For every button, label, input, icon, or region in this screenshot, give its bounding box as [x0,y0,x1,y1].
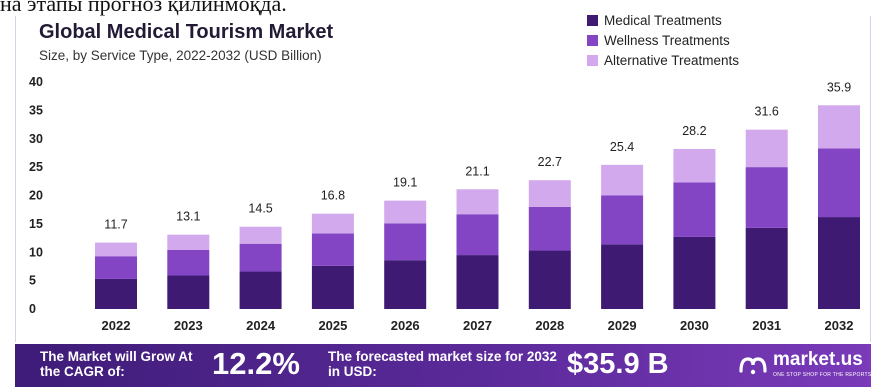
bar-segment-wellness [601,195,644,245]
bar-segment-medical [673,236,716,309]
bar-total-label: 31.6 [755,105,779,119]
market-us-logo-icon [739,357,767,375]
chart-card [15,16,871,342]
bar-total-label: 19.1 [393,176,417,190]
x-tick-label: 2030 [680,318,709,333]
bar-segment-medical [528,250,571,309]
bar-segment-medical [95,278,137,309]
bar-segment-alternative [673,148,716,183]
x-tick-label: 2029 [608,318,637,333]
y-tick-label: 15 [29,217,43,231]
bar-segment-wellness [167,249,210,276]
bar-segment-wellness [456,214,499,256]
y-tick-label: 35 [29,103,43,117]
legend-label-alternative-treatments: Alternative Treatments [604,53,740,68]
banner-cagr-value: 12.2% [212,346,300,381]
bar-segment-wellness [311,233,354,266]
bar-segment-wellness [95,256,137,279]
bar-segment-alternative [601,164,644,196]
x-tick-label: 2025 [318,318,347,333]
bar-segment-medical [384,260,427,309]
x-tick-label: 2031 [752,318,781,333]
y-tick-label: 40 [29,75,43,89]
bar-total-label: 25.4 [610,140,634,154]
bar-total-label: 11.7 [104,218,127,232]
legend-swatch-wellness-treatments [587,35,598,46]
cropped-document-text: на этапы прогноз қилинмоқда. [0,0,287,16]
cagr-banner: The Market will Grow At the CAGR of: 12.… [15,344,871,387]
bar-segment-alternative [239,226,282,244]
bar-segment-medical [601,244,644,309]
chart-subtitle: Size, by Service Type, 2022-2032 (USD Bi… [39,48,322,63]
bar-segment-alternative [818,105,860,149]
chart-plot-area: 051015202530354011.7202213.1202314.52024… [29,75,860,333]
bar-segment-alternative [456,189,499,215]
bar-total-label: 16.8 [321,189,345,203]
bar-total-label: 13.1 [176,210,200,224]
bar-segment-wellness [745,167,788,228]
bar-segment-wellness [818,148,860,218]
banner-brand-tagline: ONE STOP SHOP FOR THE REPORTS [773,372,872,378]
x-tick-label: 2024 [246,318,276,333]
x-tick-label: 2023 [174,318,203,333]
bar-segment-medical [311,265,354,309]
bar-segment-medical [456,255,499,309]
y-tick-label: 0 [29,302,36,316]
legend-swatch-medical-treatments [587,15,598,26]
bar-segment-alternative [384,200,427,224]
bar-segment-alternative [745,129,788,168]
bar-total-label: 22.7 [538,155,562,169]
banner-brand-name: market.us [773,349,863,370]
bar-segment-alternative [167,234,210,250]
bar-total-label: 14.5 [248,202,272,216]
x-tick-label: 2032 [825,318,854,333]
legend-label-medical-treatments: Medical Treatments [604,13,722,28]
bar-segment-medical [239,271,282,309]
y-tick-label: 25 [29,160,43,174]
bar-segment-wellness [528,206,571,251]
banner-forecast-caption: The forecasted market size for 2032 in U… [328,349,557,379]
bar-segment-wellness [384,223,427,261]
y-tick-label: 10 [29,245,43,259]
x-tick-label: 2028 [535,318,564,333]
x-tick-label: 2022 [102,318,131,333]
bar-segment-alternative [528,180,571,207]
bar-total-label: 28.2 [682,124,706,138]
legend-swatch-alternative-treatments [587,55,598,66]
y-tick-label: 5 [29,274,36,288]
bar-segment-medical [745,227,788,309]
bar-segment-alternative [95,242,137,257]
banner-cagr-caption: The Market will Grow At the CAGR of: [40,349,193,379]
x-tick-label: 2026 [391,318,420,333]
banner-forecast-value: $35.9 B [567,348,669,380]
bar-segment-medical [167,275,210,309]
bar-total-label: 35.9 [827,80,851,94]
bar-segment-medical [818,217,860,309]
bar-segment-wellness [239,243,282,272]
x-tick-label: 2027 [463,318,492,333]
y-tick-label: 20 [29,189,43,203]
y-tick-label: 30 [29,132,43,146]
bar-segment-alternative [311,213,354,234]
legend-label-wellness-treatments: Wellness Treatments [604,33,730,48]
bar-segment-wellness [673,182,716,237]
bar-total-label: 21.1 [465,164,489,178]
chart-title: Global Medical Tourism Market [39,21,334,43]
